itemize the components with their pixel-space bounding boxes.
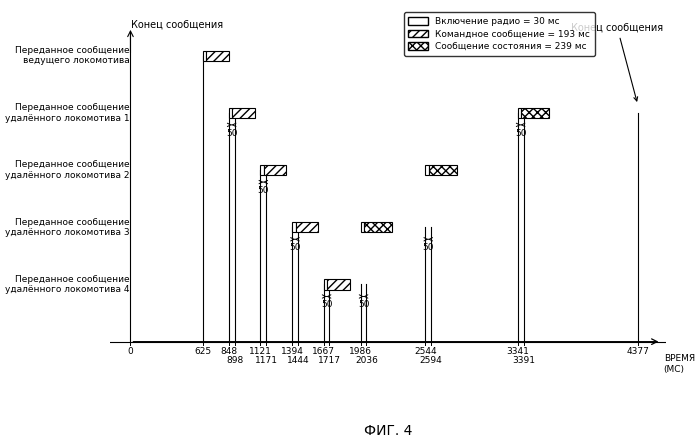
Bar: [232, 108, 254, 118]
Text: 50: 50: [321, 300, 332, 310]
Text: 1986: 1986: [350, 347, 372, 357]
Bar: [206, 50, 229, 61]
Text: 898: 898: [226, 356, 243, 365]
Bar: [425, 165, 428, 175]
Text: Переданное сообщение
ведущего локомотива: Переданное сообщение ведущего локомотива: [15, 46, 129, 65]
Text: 1394: 1394: [280, 347, 303, 357]
Text: Переданное сообщение
удалённого локомотива 4: Переданное сообщение удалённого локомоти…: [5, 275, 129, 294]
Text: 3341: 3341: [506, 347, 529, 357]
Text: 1121: 1121: [249, 347, 272, 357]
Bar: [518, 108, 521, 118]
Text: 50: 50: [422, 243, 434, 252]
Text: Конец сообщения: Конец сообщения: [131, 19, 223, 29]
Text: 1171: 1171: [254, 356, 278, 365]
Bar: [428, 165, 456, 175]
Text: Переданное сообщение
удалённого локомотива 3: Переданное сообщение удалённого локомоти…: [5, 218, 129, 237]
Text: Переданное сообщение
удалённого локомотива 1: Переданное сообщение удалённого локомоти…: [5, 103, 129, 123]
Bar: [364, 222, 392, 233]
Text: 50: 50: [515, 129, 526, 138]
Bar: [296, 222, 318, 233]
Text: 50: 50: [226, 129, 238, 138]
Text: 1444: 1444: [287, 356, 309, 365]
Text: 2544: 2544: [414, 347, 437, 357]
Text: 625: 625: [194, 347, 212, 357]
Text: Конец сообщения: Конец сообщения: [571, 23, 663, 101]
Text: 50: 50: [358, 300, 369, 310]
Bar: [521, 108, 549, 118]
Text: 2036: 2036: [355, 356, 378, 365]
Text: ФИГ. 4: ФИГ. 4: [363, 424, 412, 438]
Bar: [229, 108, 232, 118]
Bar: [292, 222, 296, 233]
Text: 2594: 2594: [420, 356, 442, 365]
Bar: [327, 279, 350, 290]
Text: 1667: 1667: [312, 347, 336, 357]
Text: 50: 50: [289, 243, 301, 252]
Text: 4377: 4377: [626, 347, 649, 357]
Text: 3391: 3391: [512, 356, 535, 365]
Legend: Включение радио = 30 мс, Командное сообщение = 193 мс, Сообщение состояния = 239: Включение радио = 30 мс, Командное сообщ…: [404, 12, 595, 56]
Bar: [361, 222, 364, 233]
Bar: [203, 50, 206, 61]
Text: 50: 50: [257, 186, 269, 195]
Text: 848: 848: [220, 347, 238, 357]
Bar: [261, 165, 264, 175]
Text: ВРЕМЯ
(МС): ВРЕМЯ (МС): [663, 354, 695, 374]
Text: 1717: 1717: [318, 356, 341, 365]
Text: 0: 0: [128, 347, 134, 357]
Text: Переданное сообщение
удалённого локомотива 2: Переданное сообщение удалённого локомоти…: [5, 160, 129, 180]
Bar: [324, 279, 327, 290]
Bar: [264, 165, 287, 175]
